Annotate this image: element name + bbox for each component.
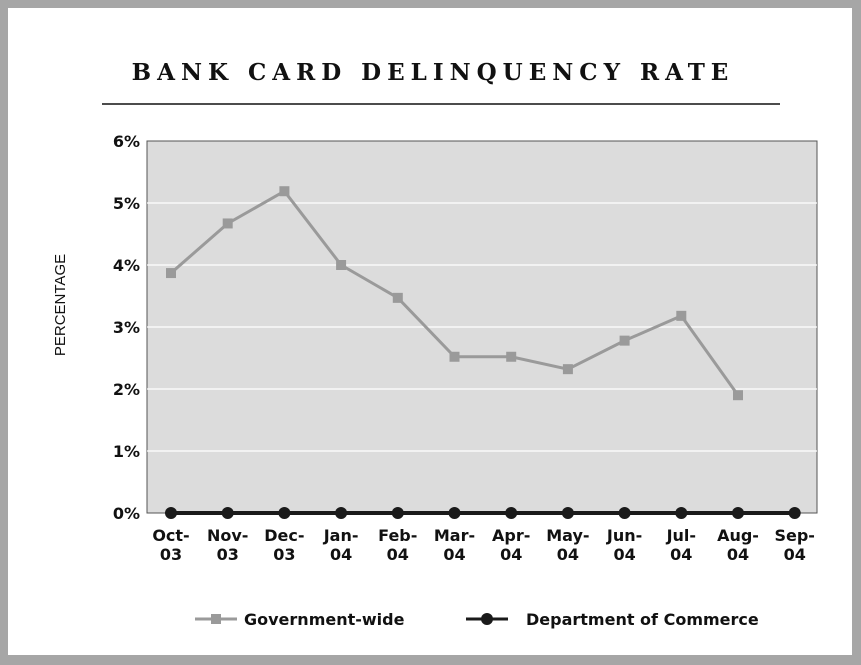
x-tick-label: 03 (217, 545, 239, 564)
data-point (618, 507, 631, 519)
data-point (335, 507, 348, 519)
data-point (675, 507, 688, 519)
x-axis-ticks: Oct-03Nov-03Dec-03Jan-04Feb-04Mar-04Apr-… (152, 526, 815, 564)
y-tick-label: 0% (113, 504, 140, 523)
x-tick-label: 04 (784, 545, 806, 564)
y-tick-label: 4% (113, 256, 140, 275)
y-axis-label: PERCENTAGE (52, 254, 69, 356)
x-tick-label: Nov- (207, 526, 248, 545)
legend: Government-wide Department of Commerce (195, 610, 759, 629)
x-tick-label: Dec- (264, 526, 304, 545)
chart-title: BANK CARD DELINQUENCY RATE (132, 59, 735, 86)
series-2 (165, 507, 801, 519)
legend-item: Department of Commerce (466, 610, 759, 629)
data-point (506, 351, 517, 362)
x-tick-label: 04 (557, 545, 579, 564)
x-tick-label: May- (546, 526, 589, 545)
line-chart: BANK CARD DELINQUENCY RATE 0% 1% 2% 3% 4% 5% 6… (52, 59, 818, 629)
data-point (392, 292, 403, 303)
data-point (505, 507, 518, 519)
x-tick-label: 04 (443, 545, 465, 564)
x-tick-label: Jun- (606, 526, 642, 545)
legend-item: Government-wide (195, 610, 405, 629)
data-point (676, 310, 687, 321)
data-point (449, 351, 460, 362)
chart-card: BANK CARD DELINQUENCY RATE 0% 1% 2% 3% 4% 5% 6… (8, 8, 852, 655)
x-tick-label: Jul- (666, 526, 696, 545)
x-tick-label: 04 (613, 545, 635, 564)
x-tick-label: Mar- (434, 526, 475, 545)
data-point (165, 507, 177, 519)
legend-marker (211, 614, 221, 624)
y-tick-label: 5% (113, 194, 140, 213)
y-tick-label: 3% (113, 318, 140, 337)
legend-label: Department of Commerce (526, 610, 759, 629)
series-1 (166, 186, 743, 401)
x-tick-label: Jan- (323, 526, 359, 545)
y-tick-label: 6% (113, 132, 140, 151)
gridlines (147, 202, 817, 452)
legend-label: Government-wide (244, 610, 405, 629)
x-tick-label: Aug- (717, 526, 759, 545)
data-point (562, 364, 573, 375)
series-layer (165, 186, 801, 519)
data-point (222, 218, 233, 229)
x-tick-label: Feb- (378, 526, 417, 545)
data-point (732, 507, 744, 519)
data-point (619, 335, 630, 346)
x-tick-label: 04 (330, 545, 352, 564)
data-point (448, 507, 461, 519)
x-tick-label: Oct- (152, 526, 189, 545)
x-tick-label: 04 (670, 545, 692, 564)
data-point (278, 507, 291, 519)
legend-marker (481, 613, 493, 625)
data-point (166, 268, 176, 279)
data-point (336, 260, 347, 270)
x-tick-label: 04 (500, 545, 522, 564)
x-tick-label: Apr- (492, 526, 530, 545)
data-point (733, 390, 743, 401)
data-point (788, 507, 801, 519)
y-tick-label: 2% (113, 380, 140, 399)
x-tick-label: 04 (727, 545, 749, 564)
x-tick-label: 03 (160, 545, 182, 564)
data-point (221, 507, 234, 519)
x-tick-label: 03 (273, 545, 295, 564)
data-point (279, 186, 290, 197)
x-tick-label: Sep- (774, 526, 814, 545)
y-tick-label: 1% (113, 442, 140, 461)
data-point (561, 507, 574, 519)
y-axis-ticks: 0% 1% 2% 3% 4% 5% 6% (113, 132, 140, 523)
x-tick-label: 04 (387, 545, 409, 564)
data-point (391, 507, 404, 519)
